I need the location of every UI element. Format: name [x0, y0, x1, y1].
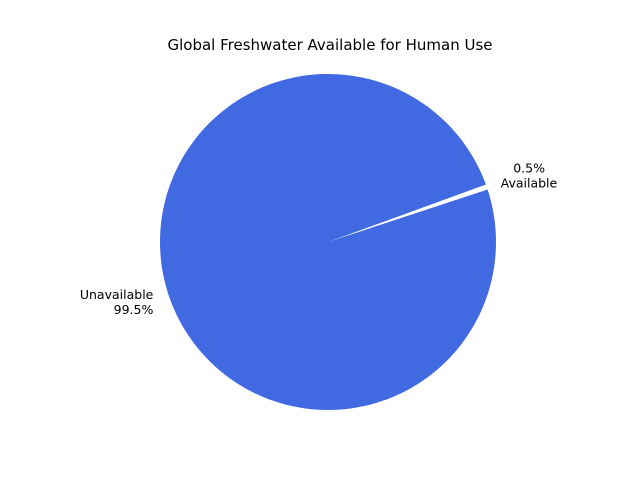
chart-title: Global Freshwater Available for Human Us…: [168, 36, 493, 54]
slice-label-unavailable: Unavailable: [80, 287, 154, 302]
pie-slice-unavailable: [160, 74, 497, 411]
slice-pct-unavailable: 99.5%: [114, 302, 154, 317]
slice-label-available: Available: [501, 176, 558, 191]
pie-slices: [160, 74, 497, 411]
slice-pct-available: 0.5%: [513, 161, 545, 176]
